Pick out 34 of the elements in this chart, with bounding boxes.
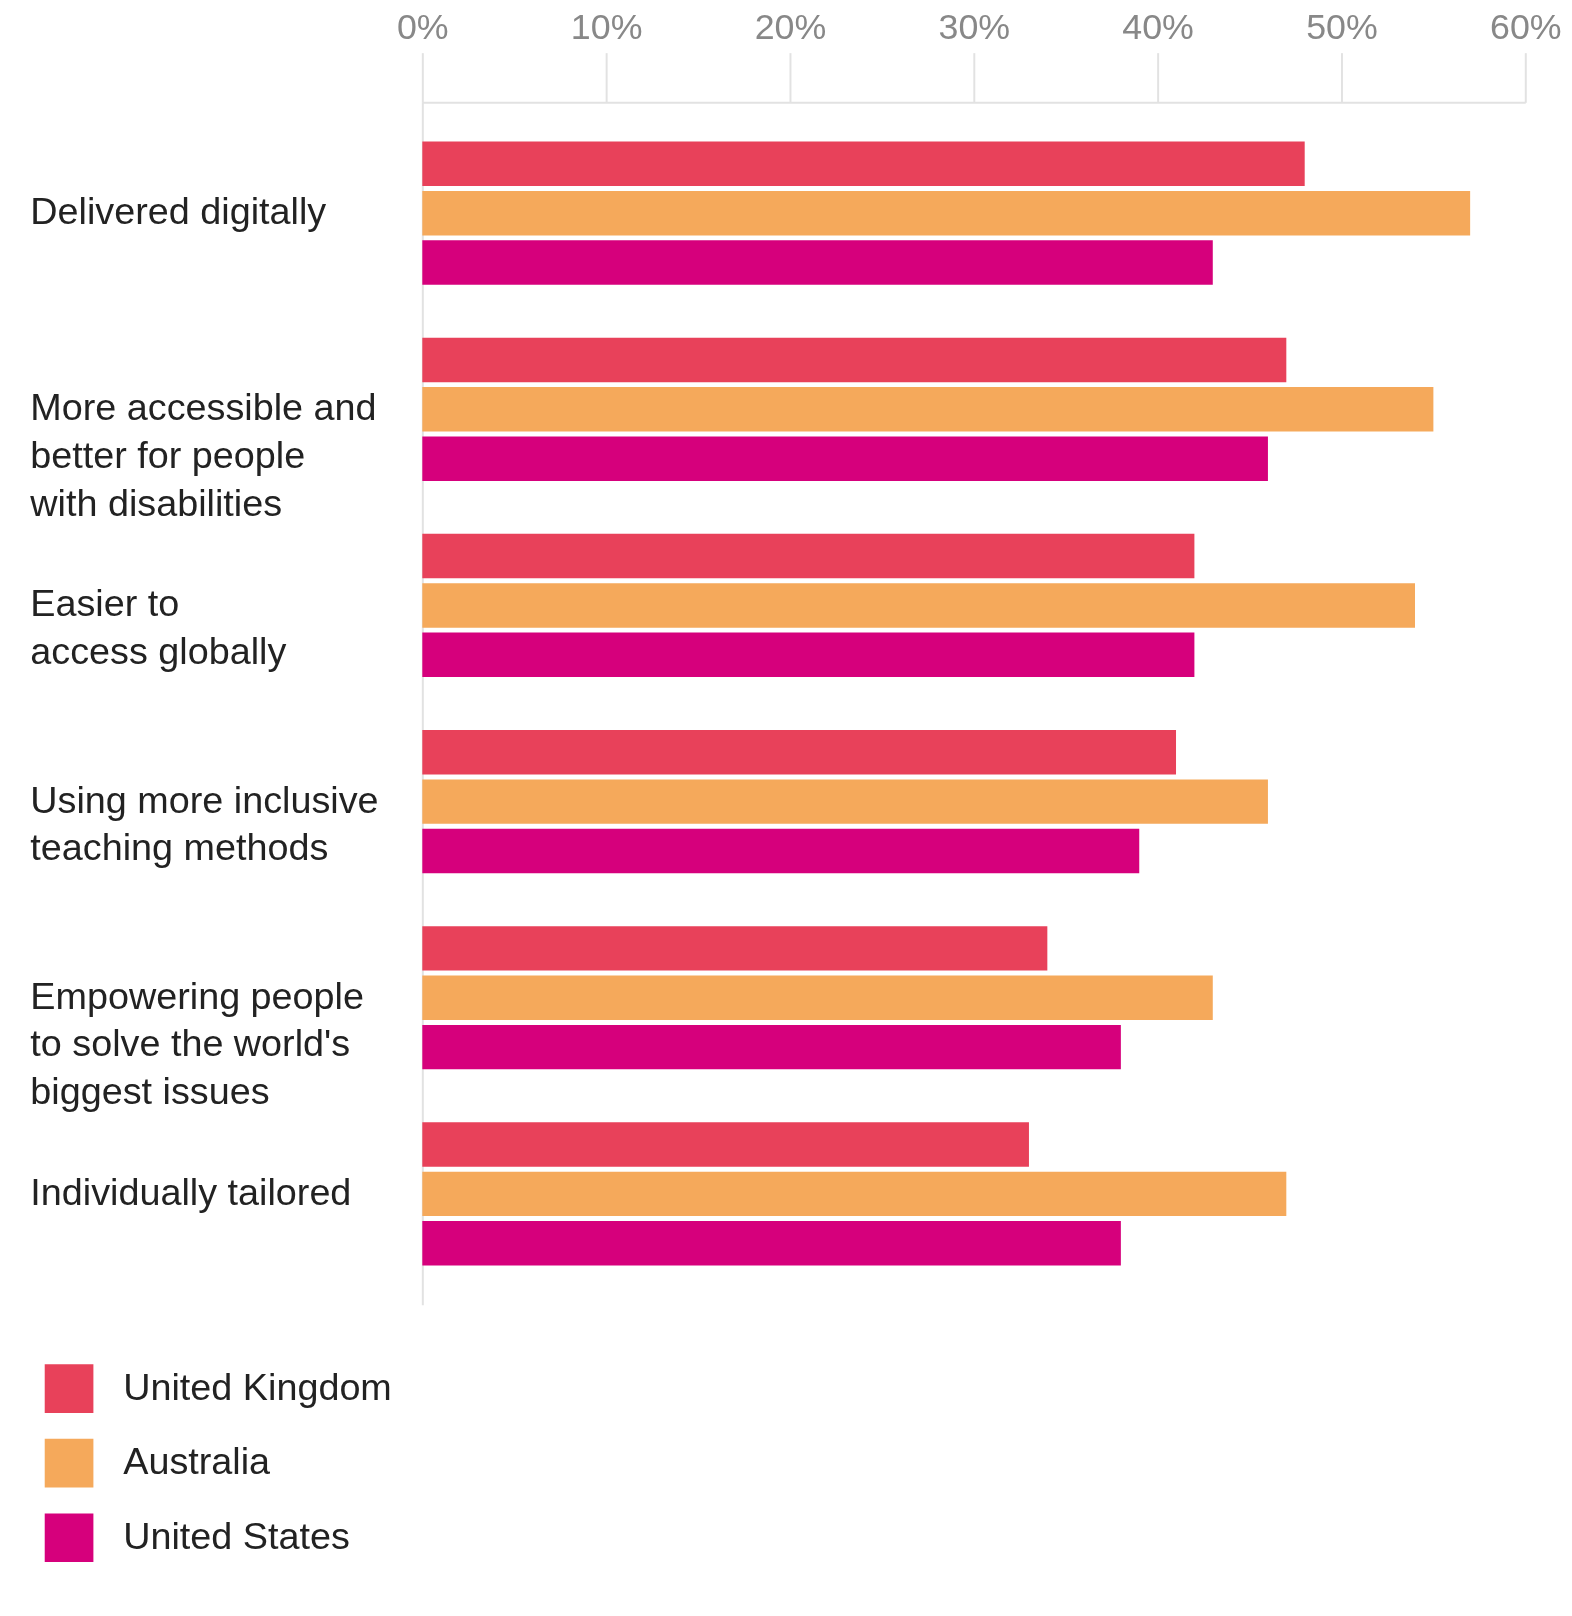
- bar: [422, 828, 1140, 874]
- bar: [422, 1024, 1121, 1070]
- bar: [422, 730, 1177, 775]
- x-tick-label: 0%: [396, 7, 449, 48]
- y-tick-label: Using more inclusive teaching methods: [30, 778, 379, 869]
- x-tick-label: 40%: [1122, 7, 1194, 48]
- bar: [422, 1171, 1287, 1217]
- x-tick-label: 60%: [1490, 7, 1562, 48]
- bar: [422, 141, 1305, 187]
- bar: [422, 436, 1268, 481]
- y-tick-label: Easier to access globally: [30, 582, 287, 673]
- bar: [422, 337, 1287, 383]
- legend-label: United States: [123, 1514, 350, 1557]
- bar: [422, 240, 1213, 285]
- bar: [422, 387, 1434, 432]
- bar: [422, 926, 1048, 971]
- bar: [422, 975, 1213, 1020]
- bar: [422, 779, 1268, 824]
- x-tick-label: 30%: [938, 7, 1011, 48]
- bar: [422, 190, 1471, 236]
- y-tick-label: More accessible and better for people with disabilities: [29, 386, 377, 524]
- bar: [422, 632, 1195, 678]
- x-tick-label: 10%: [570, 7, 643, 48]
- legend-label: United Kingdom: [123, 1365, 392, 1408]
- bar: [422, 1221, 1121, 1266]
- x-tick-label: 50%: [1306, 7, 1378, 48]
- bar: [422, 583, 1415, 628]
- y-tick-label: Empowering people to solve the world's biggest issues: [30, 974, 364, 1113]
- x-tick-label: 20%: [754, 7, 827, 48]
- legend-label: Australia: [123, 1440, 271, 1483]
- y-tick-label: Delivered digitally: [30, 190, 327, 233]
- bar: [422, 533, 1195, 579]
- bar: [422, 1122, 1029, 1167]
- y-tick-label: Individually tailored: [30, 1170, 352, 1213]
